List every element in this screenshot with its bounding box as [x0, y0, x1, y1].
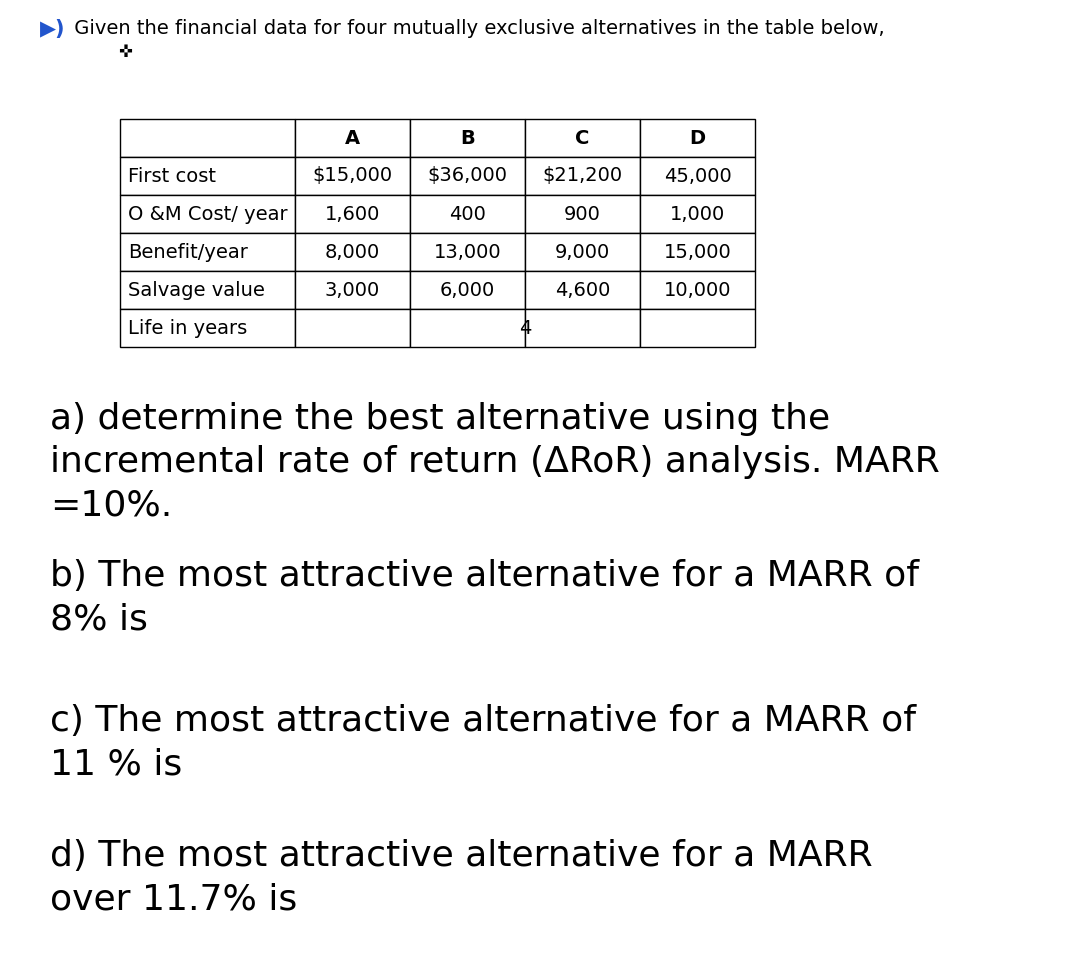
Text: b) The most attractive alternative for a MARR of
8% is: b) The most attractive alternative for a…	[50, 559, 919, 637]
Bar	[295, 233, 410, 271]
Bar	[525, 309, 640, 347]
Bar	[410, 195, 525, 233]
Bar	[410, 233, 525, 271]
Bar	[525, 271, 640, 309]
Bar	[640, 309, 755, 347]
Text: 10,000: 10,000	[664, 280, 731, 299]
Bar	[640, 195, 755, 233]
Text: Salvage value: Salvage value	[129, 280, 265, 299]
Text: A: A	[345, 129, 360, 148]
Text: ✜: ✜	[118, 43, 132, 61]
Bar	[525, 119, 640, 157]
Bar	[410, 271, 525, 309]
Text: 4,600: 4,600	[555, 280, 610, 299]
Text: 6,000: 6,000	[440, 280, 495, 299]
Bar	[640, 157, 755, 195]
Text: $21,200: $21,200	[542, 167, 622, 185]
Bar	[410, 157, 525, 195]
Bar	[410, 309, 525, 347]
Text: 1,000: 1,000	[670, 204, 725, 223]
Text: $36,000: $36,000	[428, 167, 508, 185]
Text: 4: 4	[518, 318, 531, 338]
Text: c) The most attractive alternative for a MARR of
11 % is: c) The most attractive alternative for a…	[50, 704, 916, 782]
Bar	[120, 195, 295, 233]
Bar	[640, 119, 755, 157]
Bar	[295, 157, 410, 195]
Text: First cost: First cost	[129, 167, 216, 185]
Bar	[525, 195, 640, 233]
Text: O &M Cost/ year: O &M Cost/ year	[129, 204, 287, 223]
Text: C: C	[576, 129, 590, 148]
Text: a) determine the best alternative using the
incremental rate of return (ΔRoR) an: a) determine the best alternative using …	[50, 402, 940, 523]
Text: B: B	[460, 129, 475, 148]
Bar	[640, 233, 755, 271]
Text: Life in years: Life in years	[129, 318, 247, 338]
Text: D: D	[689, 129, 705, 148]
Text: 3,000: 3,000	[325, 280, 380, 299]
Text: 45,000: 45,000	[663, 167, 731, 185]
Bar	[120, 119, 295, 157]
Bar	[120, 309, 295, 347]
Bar	[120, 271, 295, 309]
Text: 13,000: 13,000	[434, 243, 501, 262]
Text: 8,000: 8,000	[325, 243, 380, 262]
Bar	[525, 157, 640, 195]
Text: d) The most attractive alternative for a MARR
over 11.7% is: d) The most attractive alternative for a…	[50, 839, 873, 917]
Text: 15,000: 15,000	[663, 243, 731, 262]
Bar	[295, 309, 410, 347]
Bar	[295, 271, 410, 309]
Bar	[295, 195, 410, 233]
Text: Given the financial data for four mutually exclusive alternatives in the table b: Given the financial data for four mutual…	[68, 19, 885, 38]
Text: 400: 400	[449, 204, 486, 223]
Text: 900: 900	[564, 204, 600, 223]
Text: $15,000: $15,000	[312, 167, 392, 185]
Bar	[525, 233, 640, 271]
Bar	[120, 157, 295, 195]
Text: ▶): ▶)	[40, 19, 66, 39]
Text: 9,000: 9,000	[555, 243, 610, 262]
Text: Benefit/year: Benefit/year	[129, 243, 248, 262]
Bar	[410, 119, 525, 157]
Bar	[295, 119, 410, 157]
Text: 1,600: 1,600	[325, 204, 380, 223]
Bar	[640, 271, 755, 309]
Bar	[120, 233, 295, 271]
